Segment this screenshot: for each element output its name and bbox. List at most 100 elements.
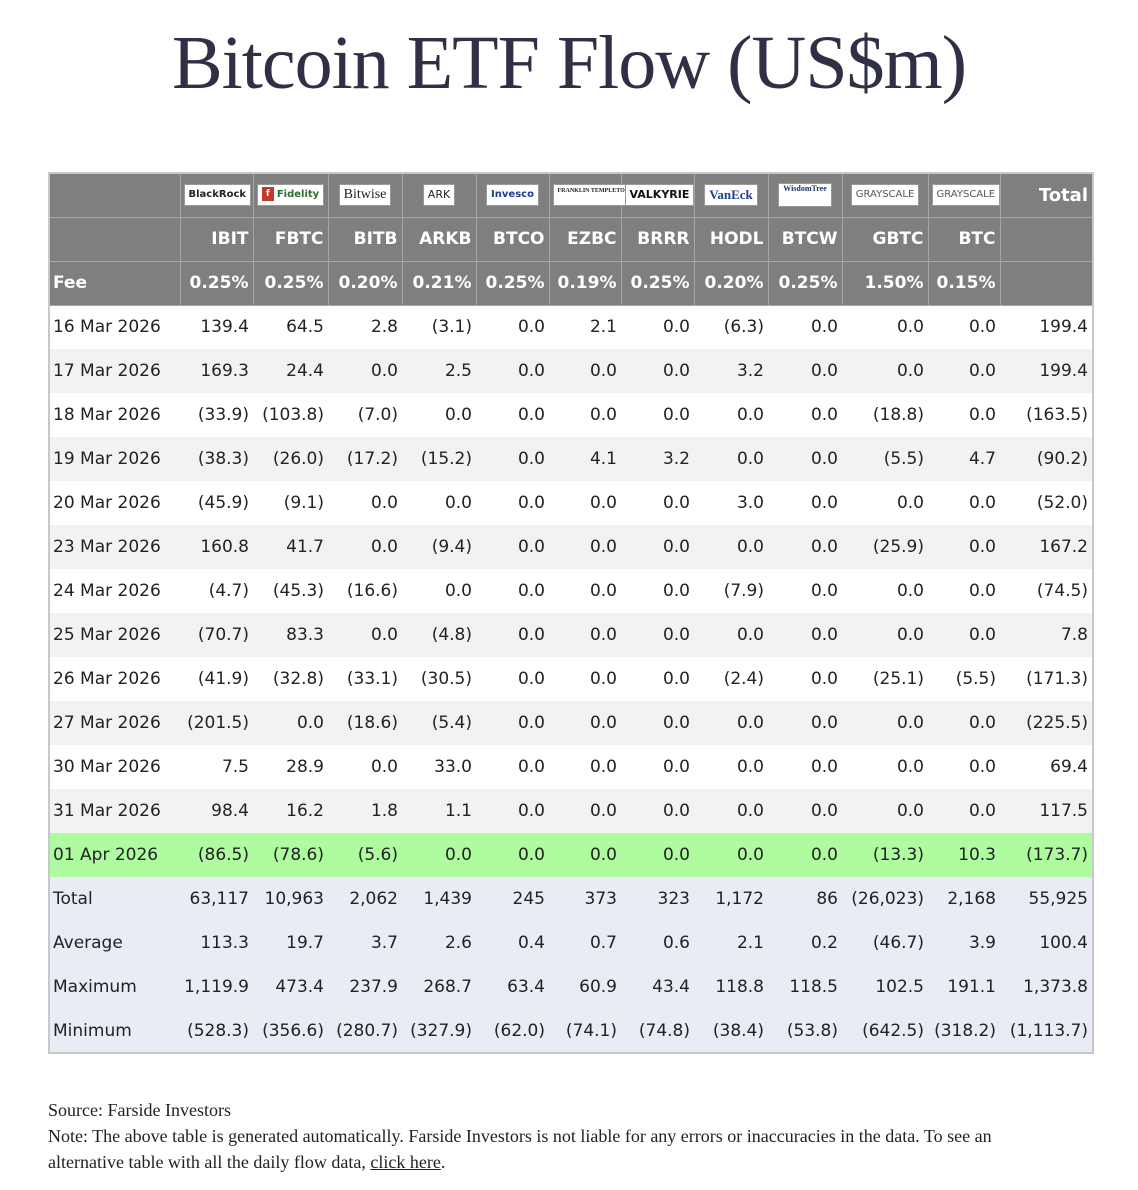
ticker-corner xyxy=(49,217,181,262)
flow-cell-btco: 0.0 xyxy=(476,613,549,657)
flow-cell-bitb: (33.1) xyxy=(346,669,398,689)
flow-cell-hodl: 0.0 xyxy=(736,757,764,777)
row-date: 24 Mar 2026 xyxy=(53,581,161,601)
stat-cell-ibit: 1,119.9 xyxy=(180,965,253,1009)
table-row: 25 Mar 2026 (70.7) 83.3 0.0 (4.8) 0.0 0.0 0.0 0.… xyxy=(49,613,1093,657)
stat-cell-brrr: (74.8) xyxy=(621,1009,694,1053)
flow-cell-btco: 0.0 xyxy=(517,669,545,689)
flow-cell-brrr: 0.0 xyxy=(662,669,690,689)
fee-btcw: 0.25% xyxy=(768,261,843,306)
stat-cell-btc: 2,168 xyxy=(928,877,1000,921)
ticker-arkb: ARKB xyxy=(402,217,477,262)
stat-total: 1,373.8 xyxy=(1000,965,1093,1009)
stat-total: 55,925 xyxy=(1000,877,1093,921)
fee-bitb: 0.20% xyxy=(328,261,403,306)
flow-cell-ibit: (86.5) xyxy=(180,833,253,877)
flow-cell-arkb: (15.2) xyxy=(402,437,476,481)
flow-cell-gbtc: (25.1) xyxy=(872,669,924,689)
flow-cell-hodl: 0.0 xyxy=(694,613,768,657)
row-total: (74.5) xyxy=(1036,581,1088,601)
row-date: 16 Mar 2026 xyxy=(53,317,161,338)
grayscale-mini-logo: GRAYSCALE xyxy=(928,173,1001,218)
table-row: 24 Mar 2026 (4.7) (45.3) (16.6) 0.0 0.0 0.0 0.0… xyxy=(49,569,1093,613)
flow-cell-hodl: 0.0 xyxy=(694,525,768,569)
stat-label: Maximum xyxy=(49,965,180,1009)
stat-total: 100.4 xyxy=(1000,921,1093,965)
row-date: 17 Mar 2026 xyxy=(49,349,180,393)
flow-cell-brrr: 0.0 xyxy=(621,833,694,877)
flow-cell-btco: 0.0 xyxy=(517,581,545,601)
flow-cell-btco: 0.0 xyxy=(476,789,549,833)
flow-cell-arkb: (3.1) xyxy=(431,317,472,338)
flow-cell-fbtc: 16.2 xyxy=(253,789,328,833)
page-title: Bitcoin ETF Flow (US$m) xyxy=(171,21,967,105)
stat-cell-gbtc: (642.5) xyxy=(842,1009,928,1053)
flow-cell-bitb: (18.6) xyxy=(328,701,402,745)
row-date: 30 Mar 2026 xyxy=(53,757,161,777)
click-here-link[interactable]: click here xyxy=(370,1152,441,1172)
flow-cell-fbtc: (9.1) xyxy=(283,493,324,513)
row-date: 25 Mar 2026 xyxy=(49,613,180,657)
stat-cell-btc: 191.1 xyxy=(928,965,1000,1009)
stat-row-total: Total 63,117 10,963 2,062 1,439 245 373 323 1,17… xyxy=(49,877,1093,921)
flow-cell-btc: 0.0 xyxy=(928,789,1000,833)
flow-cell-ibit: (4.7) xyxy=(208,581,249,601)
blackrock-logo: BlackRock xyxy=(180,173,254,218)
table-row: 01 Apr 2026 (86.5) (78.6) (5.6) 0.0 0.0 0.0 0.0… xyxy=(49,833,1093,877)
flow-cell-arkb: 33.0 xyxy=(434,757,472,777)
flow-cell-gbtc: (25.9) xyxy=(842,525,928,569)
stat-cell-brrr: 323 xyxy=(621,877,694,921)
row-total: 199.4 xyxy=(1039,317,1088,338)
stat-cell-bitb: 2,062 xyxy=(328,877,402,921)
fee-hodl: 0.20% xyxy=(694,261,769,306)
row-total: (225.5) xyxy=(1000,701,1093,745)
row-total: (90.2) xyxy=(1000,437,1093,481)
ticker-btcw: BTCW xyxy=(768,217,843,262)
flow-cell-ibit: (201.5) xyxy=(180,701,253,745)
flow-cell-arkb: 0.0 xyxy=(444,405,472,425)
franklin-templeton-logo: FRANKLIN TEMPLETON xyxy=(549,173,634,218)
flow-cell-ezbc: 0.0 xyxy=(589,493,617,513)
row-date: 31 Mar 2026 xyxy=(49,789,180,833)
table-row: 30 Mar 2026 7.5 28.9 0.0 33.0 0.0 0.0 0.0 0.0 0.0… xyxy=(49,745,1093,789)
vaneck-logo: VanEck xyxy=(694,173,769,218)
fee-total-blank xyxy=(1000,261,1094,306)
row-date: 23 Mar 2026 xyxy=(49,525,180,569)
flow-cell-ezbc: 0.0 xyxy=(549,701,621,745)
ticker-hodl: HODL xyxy=(694,217,769,262)
logo-header-row: BlackRock f Fidelity Bitwise ARK Invesco … xyxy=(49,173,1094,218)
table-row: 19 Mar 2026 (38.3) (26.0) (17.2) (15.2) 0.0 4.… xyxy=(49,437,1093,481)
stat-cell-ibit: 113.3 xyxy=(180,921,253,965)
flow-cell-gbtc: (18.8) xyxy=(872,405,924,425)
fidelity-logo: f Fidelity xyxy=(253,173,329,218)
fee-label: Fee xyxy=(49,261,181,306)
flow-cell-btcw: 0.0 xyxy=(768,437,842,481)
row-total: (163.5) xyxy=(1026,405,1088,425)
flow-cell-bitb: (16.6) xyxy=(346,581,398,601)
flow-cell-btco: 0.0 xyxy=(517,493,545,513)
row-date: 20 Mar 2026 xyxy=(53,493,161,513)
flow-cell-bitb: 0.0 xyxy=(328,613,402,657)
flow-cell-ibit: 139.4 xyxy=(200,317,249,338)
flow-cell-brrr: 0.0 xyxy=(621,349,694,393)
row-total: 69.4 xyxy=(1050,757,1088,777)
flow-cell-fbtc: 28.9 xyxy=(286,757,324,777)
fee-arkb: 0.21% xyxy=(402,261,477,306)
flow-cell-btc: 0.0 xyxy=(968,757,996,777)
total-column-header: Total xyxy=(1000,173,1094,218)
flow-cell-btco: 0.0 xyxy=(517,405,545,425)
flow-cell-gbtc: (13.3) xyxy=(842,833,928,877)
fee-ibit: 0.25% xyxy=(180,261,254,306)
flow-cell-bitb: (7.0) xyxy=(357,405,398,425)
flow-cell-btco: 0.0 xyxy=(517,757,545,777)
flow-cell-ezbc: 0.0 xyxy=(549,349,621,393)
flow-cell-bitb: 0.0 xyxy=(328,525,402,569)
stat-cell-gbtc: 102.5 xyxy=(842,965,928,1009)
flow-cell-arkb: 0.0 xyxy=(444,493,472,513)
flow-cell-bitb: (17.2) xyxy=(328,437,402,481)
flow-cell-fbtc: 0.0 xyxy=(253,701,328,745)
flow-cell-brrr: 0.0 xyxy=(621,701,694,745)
flow-cell-brrr: 0.0 xyxy=(662,317,690,338)
flow-cell-btco: 0.0 xyxy=(517,317,545,338)
flow-cell-btc: (5.5) xyxy=(955,669,996,689)
